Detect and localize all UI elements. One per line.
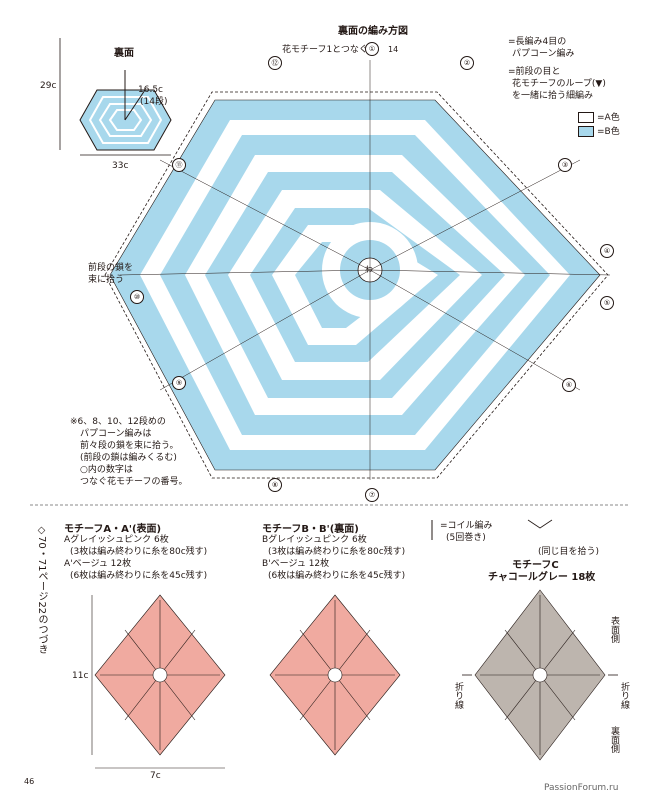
diagram-title: 裏面の編み方図 xyxy=(338,26,408,37)
motif-a-width: 7c xyxy=(150,771,161,781)
motif-number-3: ③ xyxy=(558,158,572,172)
note-5: ○内の数字は xyxy=(80,465,133,475)
motif-a-line3: A'ベージュ 12枚 xyxy=(64,559,132,569)
mini-radius: 16.5c xyxy=(138,85,163,95)
legend-color-a-swatch xyxy=(578,112,594,123)
motif-c-stitches xyxy=(480,595,600,755)
mini-width: 33c xyxy=(112,161,129,171)
motif-b-title: モチーフB・B'(裏面) xyxy=(262,524,359,535)
motif-c-back: 裏面側 xyxy=(609,726,619,753)
left-note-2: 束に拾う xyxy=(88,275,125,285)
motif-number-5: ⑤ xyxy=(600,296,614,310)
motif-number-10: ⑩ xyxy=(130,290,144,304)
page-number: 46 xyxy=(24,777,35,786)
side-caption: ◇70・71ページ22のつづき xyxy=(36,525,47,655)
note-6: つなぐ花モチーフの番号。 xyxy=(80,477,188,487)
note-1: ※6、8、10、12段めの xyxy=(70,417,166,427)
motif-b-line4: (6枚は編み終わりに糸を45c残す) xyxy=(268,571,406,581)
coil-sub: (5回巻き) xyxy=(446,533,486,543)
watermark: PassionForum.ru xyxy=(544,783,619,793)
motif-b-line3: B'ベージュ 12枚 xyxy=(262,559,330,569)
motif-b-line1: Bグレイッシュピンク 6枚 xyxy=(262,535,367,545)
motif-c-fold-right: 折り線 xyxy=(619,682,629,709)
motif-number-6: ⑥ xyxy=(562,378,576,392)
mini-height: 29c xyxy=(40,81,57,91)
motif-c-front: 表面側 xyxy=(609,616,619,643)
mini-rows: (14段) xyxy=(140,97,168,107)
motif-a-center xyxy=(152,667,168,683)
motif-c-title: モチーフC xyxy=(512,560,559,571)
same-stitch-label: (同じ目を拾う) xyxy=(538,547,600,557)
legend-color-a: =A色 xyxy=(578,112,620,124)
motif-number-11: ⑪ xyxy=(172,158,186,172)
note-2: パプコーン編みは xyxy=(80,429,152,439)
mini-radius-arrow xyxy=(124,89,146,121)
motif-number-2: ② xyxy=(460,56,474,70)
legend-color-b-swatch xyxy=(578,126,594,137)
motif-a-height: 11c xyxy=(72,671,89,681)
legend-popcorn-2: パプコーン編み xyxy=(512,49,575,59)
motif-number-7: ⑦ xyxy=(365,488,379,502)
coil-label: =コイル編み xyxy=(440,521,493,531)
note-3: 前々段の鎖を束に拾う。 xyxy=(80,441,179,451)
hexagon-bands xyxy=(109,99,601,471)
motif-b-center xyxy=(327,667,343,683)
radial-stitch-lines xyxy=(119,60,611,480)
motif-number-4: ④ xyxy=(600,244,614,258)
same-stitch-symbol xyxy=(527,519,553,529)
motif-b-stitches xyxy=(275,600,395,750)
motif-a-stitches xyxy=(100,600,220,750)
legend-color-b: =B色 xyxy=(578,126,620,138)
legend-join-2: 花モチーフのループ(▼) xyxy=(512,79,606,89)
motif-number-9: ⑨ xyxy=(172,376,186,390)
motif-a-title: モチーフA・A'(表面) xyxy=(64,524,162,535)
legend-join-1: =前段の目と xyxy=(508,67,561,77)
motif-number-8: ⑧ xyxy=(268,478,282,492)
legend-join-3: を一緒に拾う細編み xyxy=(512,91,594,101)
motif-c-center xyxy=(532,667,548,683)
motif-b-line2: (3枚は編み終わりに糸を80c残す) xyxy=(268,547,406,557)
center-symbol: わ xyxy=(365,265,373,274)
motif-a-line1: Aグレイッシュピンク 6枚 xyxy=(64,535,169,545)
join-label: 花モチーフ1とつなぐ xyxy=(282,45,368,55)
mini-label: 裏面 xyxy=(114,48,134,59)
row-marker: 14 xyxy=(388,45,399,54)
motif-c-fold-left: 折り線 xyxy=(453,682,463,709)
note-4: (前段の鎖は編みくるむ) xyxy=(80,453,177,463)
left-note-1: 前段の鎖を xyxy=(88,263,134,273)
legend-popcorn-1: =長編み4目の xyxy=(508,37,567,47)
mini-hexagon-rings xyxy=(88,96,163,144)
motif-c-subtitle: チャコールグレー 18枚 xyxy=(488,572,596,583)
motif-number-12: ⑫ xyxy=(268,56,282,70)
outer-edge xyxy=(104,91,609,479)
motif-number-1: ① xyxy=(365,42,379,56)
motif-a-line4: (6枚は編み終わりに糸を45c残す) xyxy=(70,571,208,581)
motif-a-line2: (3枚は編み終わりに糸を80c残す) xyxy=(70,547,208,557)
